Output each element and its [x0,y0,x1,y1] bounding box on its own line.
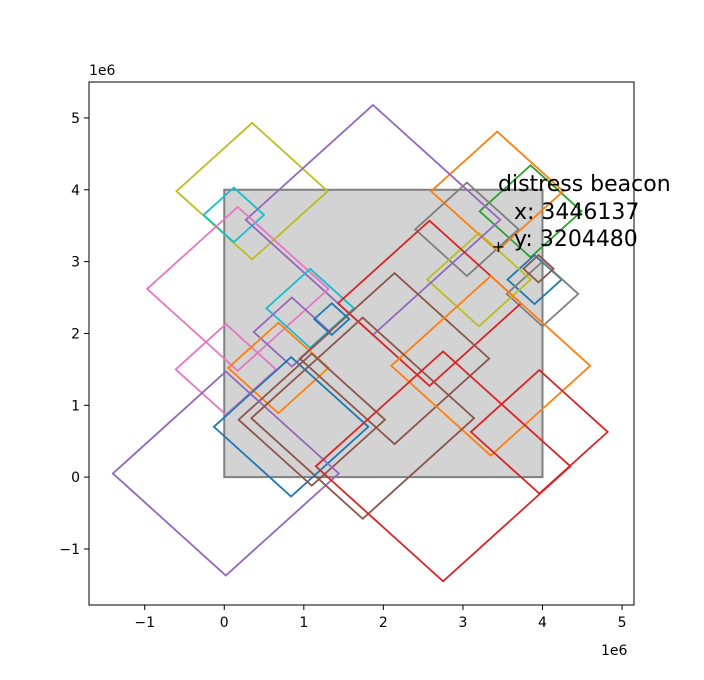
diamond-3 [505,260,580,328]
y-tick-label: 4 [71,183,80,199]
y-tick-label: 1 [71,398,80,414]
x-tick-label: 2 [379,615,388,631]
diamond-20 [237,352,387,487]
beacon-marker [493,241,504,252]
x-tick-label: 1 [299,615,308,631]
diamond-22 [249,316,476,521]
y-tick-label: 5 [71,111,80,127]
diamond-0 [478,164,583,259]
diamond-series [111,103,610,583]
x-axis-ticks: −1 0 1 2 3 4 5 [134,605,627,631]
x-tick-label: 3 [458,615,467,631]
diamond-4 [522,253,555,284]
x-tick-label: −1 [134,615,155,631]
y-tick-label: 2 [71,326,80,342]
x-tick-label: 5 [618,615,627,631]
annotation-y: y: 3204480 [514,227,638,252]
diamond-18 [389,274,592,457]
diamond-10 [145,205,330,373]
y-tick-label: 0 [71,470,80,486]
diamond-6 [425,231,532,328]
annotation-title: distress beacon [498,172,671,197]
diamond-1 [429,130,565,253]
diamond-21 [111,370,341,577]
diamond-23 [314,350,572,583]
diamond-5 [413,181,520,278]
x-tick-label: 0 [220,615,229,631]
y-tick-label: −1 [59,542,80,558]
y-tick-label: 3 [71,255,80,271]
annotation-x: x: 3446137 [514,200,639,225]
axes-frame [88,81,635,606]
diamond-14 [174,322,278,416]
diamond-24 [469,368,610,495]
diamond-13 [312,302,351,337]
diamond-19 [212,355,370,498]
x-tick-label: 4 [538,615,547,631]
diamond-11 [265,267,356,350]
x-offset-label: 1e6 [601,643,628,659]
y-axis-ticks: −1 0 1 2 3 4 5 [59,111,89,558]
diamond-17 [298,271,491,446]
y-offset-label: 1e6 [89,63,116,79]
diamond-12 [252,296,332,368]
diamond-8 [202,186,266,244]
